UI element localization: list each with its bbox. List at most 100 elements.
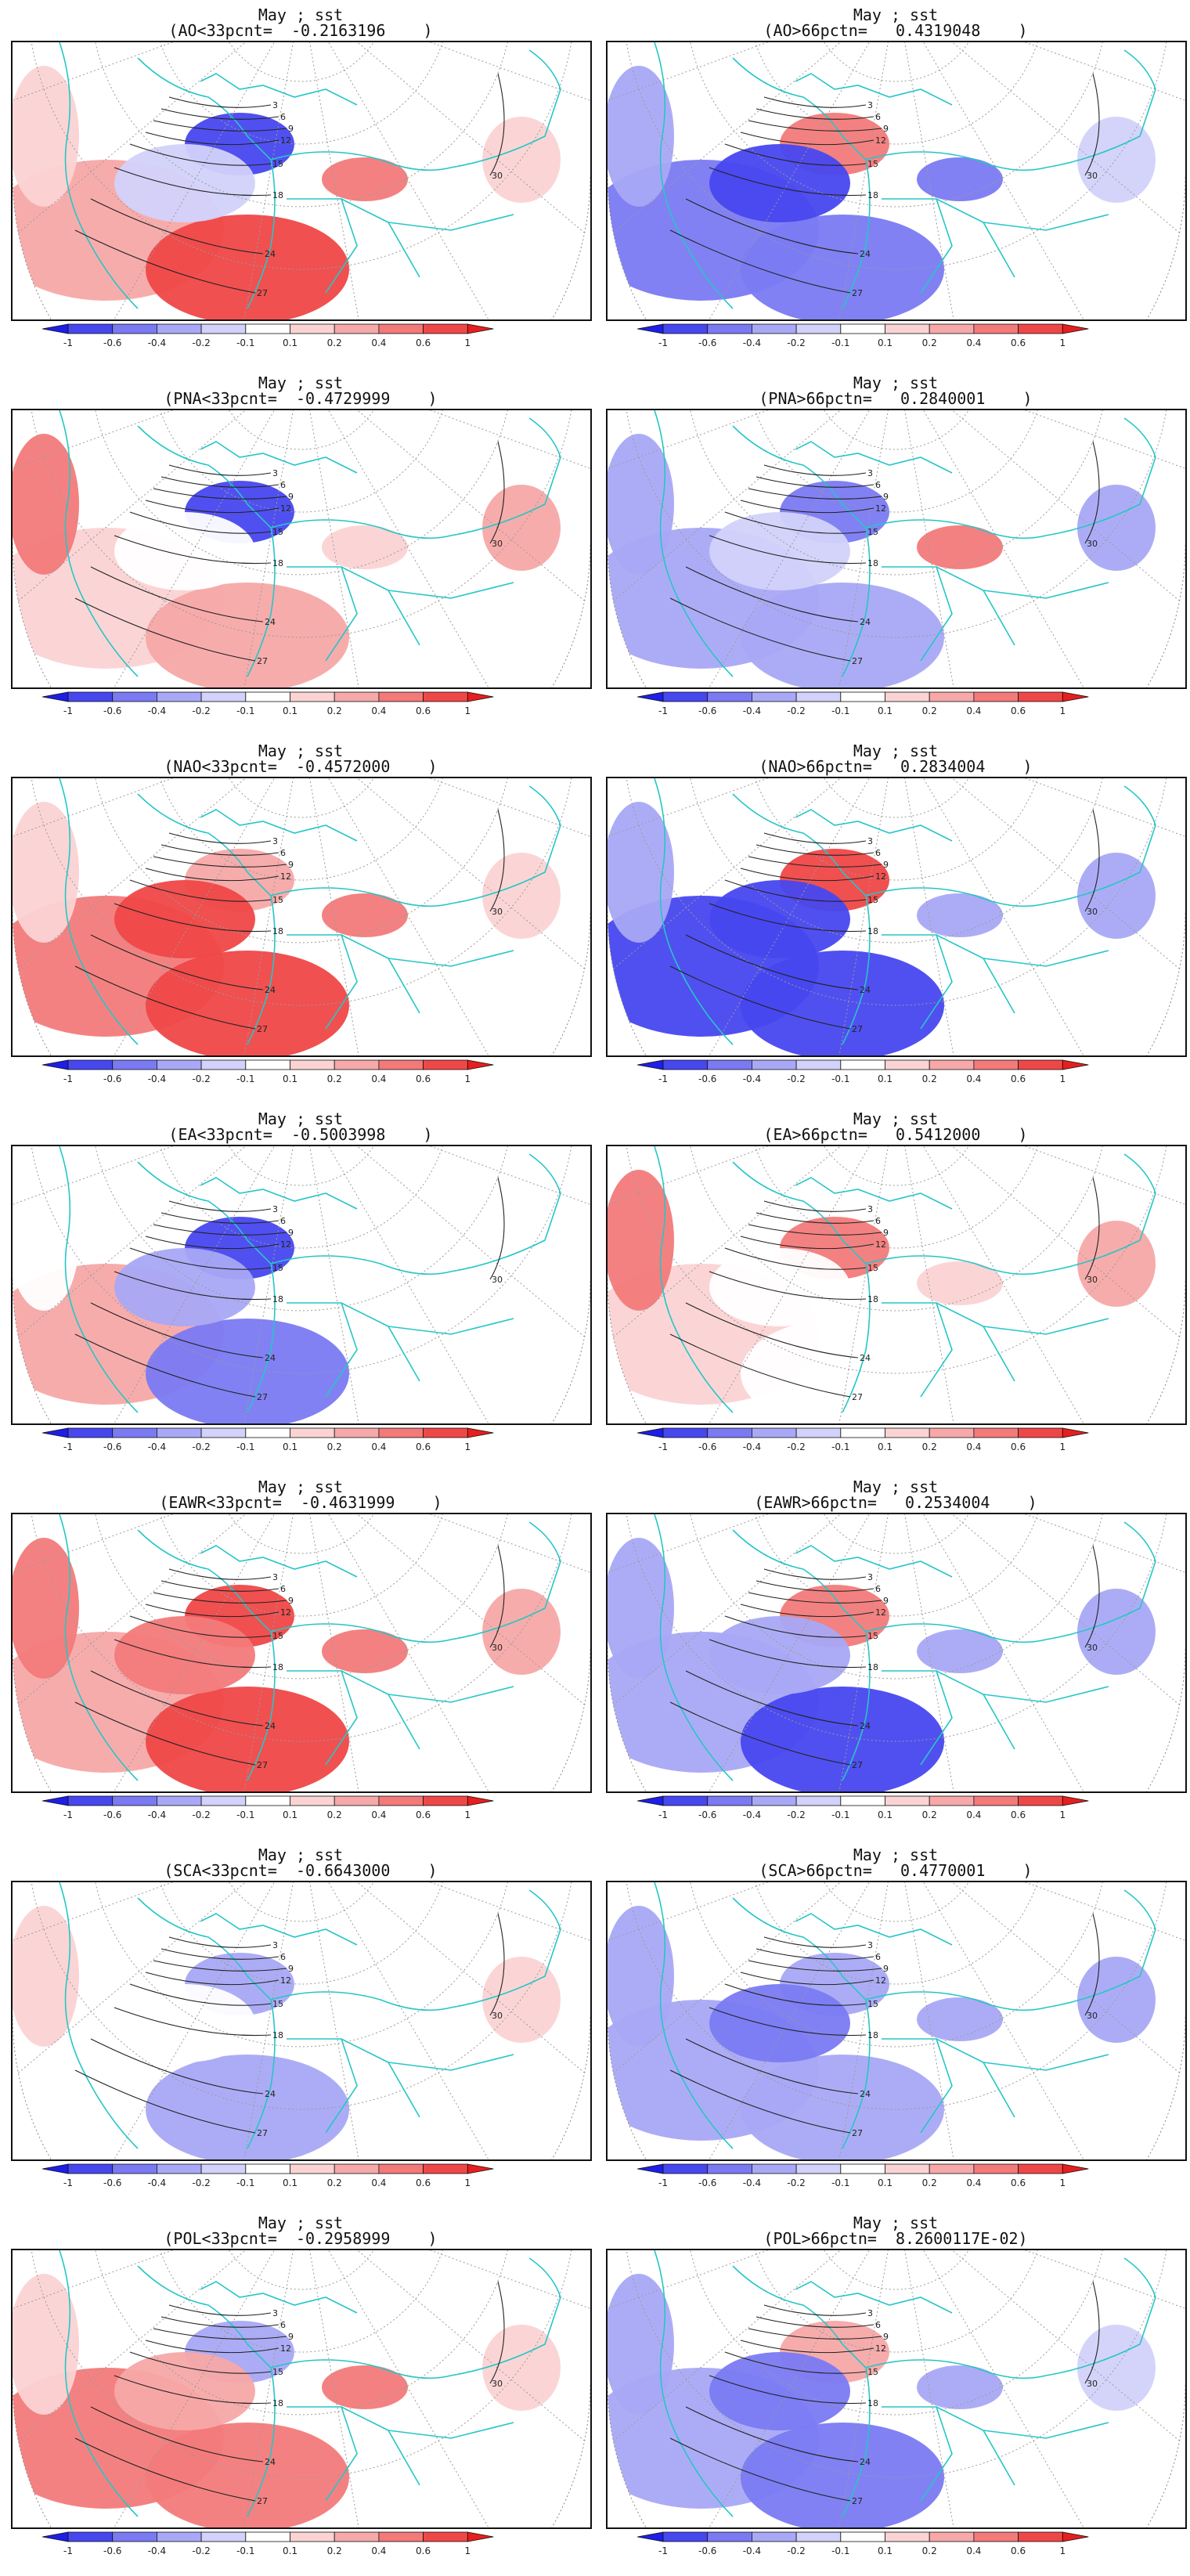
colorbar-tick-label: 0.4: [966, 705, 981, 716]
contour-label: 6: [280, 1584, 286, 1594]
contour-label: 3: [867, 1572, 873, 1582]
contour-label: 27: [257, 2128, 268, 2138]
sst-contours: [74, 809, 505, 1030]
colorbar-tick-label: 0.1: [878, 1441, 892, 1452]
contour-label: 15: [867, 895, 878, 905]
contour-label: 15: [272, 2367, 283, 2377]
colorbar: -1 -0.6 -0.4 -0.2 -0.1 0.1 0.2 0.4 0.6 1: [637, 1059, 1089, 1084]
contour-label: 9: [288, 860, 294, 870]
colorbar-tick-label: 0.2: [327, 1073, 342, 1084]
colorbar-tick-label: 0.1: [878, 705, 892, 716]
contour-label: 3: [272, 100, 278, 110]
colorbar-tick-label: 1: [464, 1441, 471, 1452]
contour-label: 27: [852, 288, 863, 298]
colorbar-tick-label: -0.4: [743, 2177, 761, 2188]
colorbar-tick-label: -0.6: [103, 2545, 121, 2556]
anomaly-subtropical: [146, 951, 349, 1055]
contour-label: 18: [272, 926, 283, 936]
colorbar-tick-label: 0.4: [966, 2177, 981, 2188]
sst-contours: [74, 441, 505, 662]
panel-title-line2: (POL>66pctn= 8.2600117E-02): [763, 2229, 1028, 2248]
contour-label: 15: [272, 895, 283, 905]
polar-map: 3 6 9 12 15 18 24 27 30: [11, 1881, 592, 2161]
anomaly-north-atlantic: [709, 144, 850, 222]
polar-map: 3 6 9 12 15 18 24 27 30: [606, 777, 1187, 1057]
contour-label: 24: [265, 985, 276, 995]
colorbar-tick-label: -0.1: [236, 2177, 254, 2188]
anomaly-pacific-edge: [13, 1906, 79, 2047]
contour-label: 18: [867, 1662, 878, 1672]
contour-label: 6: [875, 848, 881, 858]
contour-label: 18: [272, 2030, 283, 2040]
contour-label: 27: [257, 288, 268, 298]
contour-label: 18: [867, 558, 878, 568]
colorbar-tick-label: -0.4: [743, 1073, 761, 1084]
colorbar-tick-label: 0.1: [283, 1809, 298, 1820]
polar-map: 3 6 9 12 15 18 24 27 30: [11, 41, 592, 321]
panel-title-line1: May ; sst: [258, 5, 344, 24]
contour-label: 24: [265, 249, 276, 259]
anomaly-mediterranean: [322, 1261, 408, 1305]
contour-label: 24: [860, 1353, 871, 1363]
contour-label: 12: [280, 1239, 291, 1250]
colorbar-tick-label: 0.1: [878, 1809, 892, 1820]
panel-title-line2: (NAO>66pctn= 0.2834004 ): [759, 757, 1033, 776]
anomaly-pacific-edge: [13, 802, 79, 943]
anomaly-pacific-edge: [608, 802, 674, 943]
colorbar-tick-label: -0.1: [831, 1073, 849, 1084]
colorbar-tick-label: -0.6: [103, 1809, 121, 1820]
colorbar-tick-label: 1: [1059, 1441, 1066, 1452]
contour-label: 12: [280, 135, 291, 146]
anomaly-subtropical: [146, 1687, 349, 1791]
colorbar-tick-label: 0.1: [878, 2177, 892, 2188]
coastlines: [654, 778, 1156, 1045]
sst-contours: [669, 441, 1100, 662]
contour-label: 15: [867, 1999, 878, 2009]
contour-label: 30: [492, 1643, 503, 1653]
colorbar-tick-label: -1: [658, 1809, 668, 1820]
coastlines: [654, 2250, 1156, 2517]
contour-label: 12: [280, 503, 291, 514]
contour-label: 30: [1087, 171, 1098, 181]
colorbar-tick-label: -0.2: [192, 2177, 210, 2188]
colorbar-tick-label: 0.6: [1011, 337, 1026, 348]
sst-contours: [669, 809, 1100, 1030]
colorbar-tick-label: 0.1: [878, 2545, 892, 2556]
contour-label: 18: [867, 2030, 878, 2040]
panel-title-line2: (POL<33pcnt= -0.2958999 ): [164, 2229, 438, 2248]
coastlines: [59, 1882, 561, 2149]
contour-label: 15: [867, 527, 878, 537]
colorbar-tick-label: -0.6: [698, 705, 716, 716]
colorbar-tick-label: -0.1: [831, 1441, 849, 1452]
contour-label: 24: [265, 617, 276, 627]
colorbar-tick-label: 0.6: [1011, 1809, 1026, 1820]
anomaly-pacific-edge: [13, 2274, 79, 2415]
polar-map: 3 6 9 12 15 18 24 27 30: [11, 409, 592, 689]
anomaly-pacific-edge: [608, 1170, 674, 1311]
contour-label: 12: [875, 1607, 886, 1618]
sst-contours: [74, 2281, 505, 2502]
anomaly-pacific-edge: [608, 434, 674, 575]
panel-title-line2: (EA>66pctn= 0.5412000 ): [763, 1125, 1028, 1144]
anomaly-north-atlantic: [114, 1616, 255, 1694]
contour-label: 15: [867, 1263, 878, 1273]
colorbar: -1 -0.6 -0.4 -0.2 -0.1 0.1 0.2 0.4 0.6 1: [42, 323, 494, 348]
contour-label: 12: [875, 2343, 886, 2354]
colorbar-tick-label: -0.2: [192, 1441, 210, 1452]
contour-label: 30: [492, 539, 503, 549]
colorbar-tick-label: 0.1: [283, 1073, 298, 1084]
contour-label: 3: [867, 1940, 873, 1950]
colorbar-tick-label: 0.6: [416, 1809, 431, 1820]
contour-label: 9: [883, 1228, 889, 1238]
anomaly-north-atlantic: [709, 880, 850, 958]
contour-label: 18: [272, 2398, 283, 2408]
contour-label: 3: [272, 468, 278, 478]
contour-label: 3: [867, 2308, 873, 2318]
anomaly-north-atlantic: [114, 2352, 255, 2430]
colorbar-tick-label: -0.4: [743, 337, 761, 348]
contour-label: 6: [280, 1216, 286, 1226]
colorbar-tick-label: -0.4: [148, 1809, 166, 1820]
contour-label: 12: [280, 1975, 291, 1986]
anomaly-north-atlantic: [709, 1984, 850, 2062]
